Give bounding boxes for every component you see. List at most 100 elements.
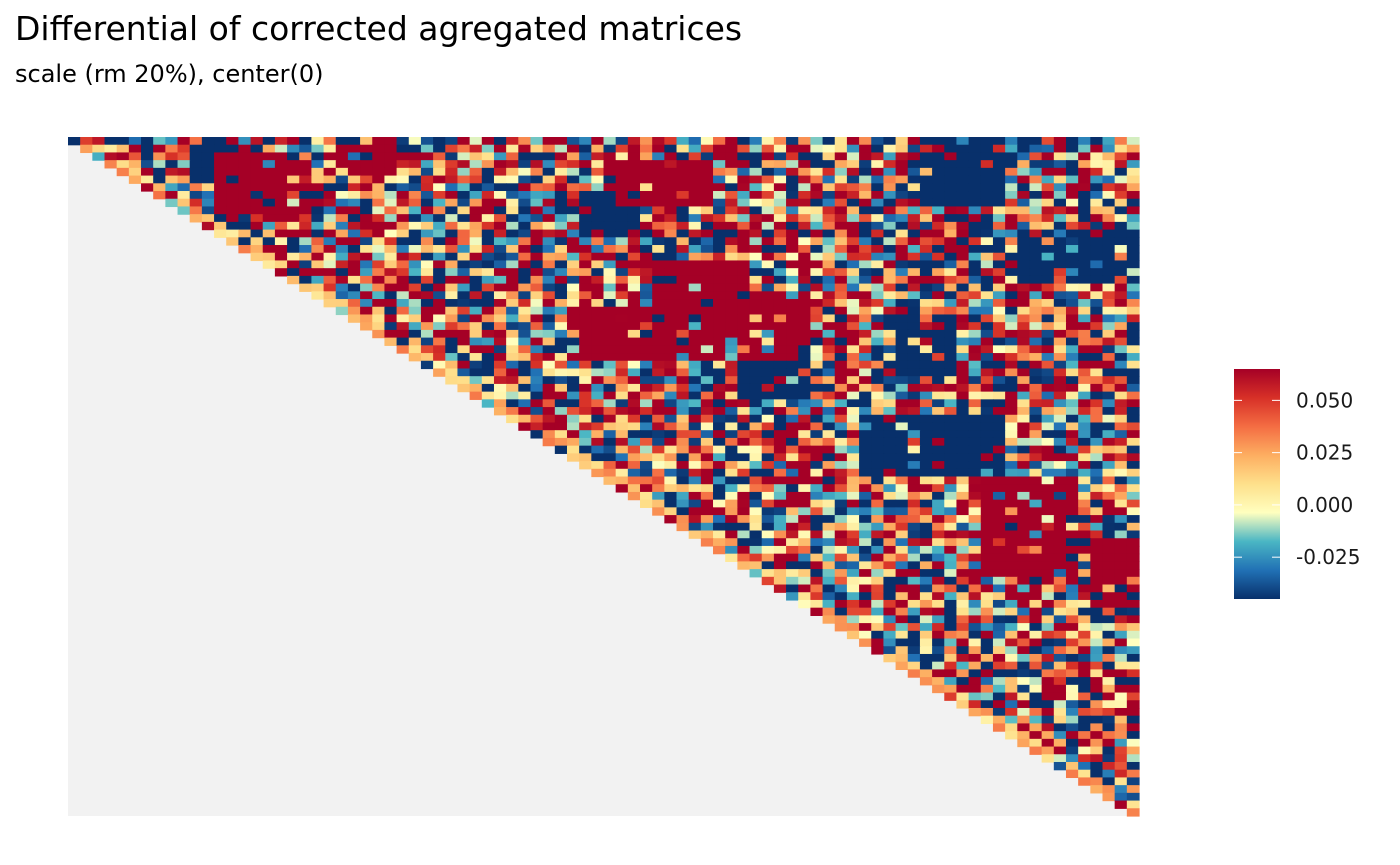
heatmap-cell	[360, 260, 373, 269]
heatmap-cell	[201, 175, 215, 184]
heatmap-cell	[299, 191, 313, 200]
heatmap-cell	[895, 569, 909, 578]
heatmap-cell	[1126, 692, 1140, 701]
heatmap-cell	[1102, 785, 1116, 794]
heatmap-cell	[846, 499, 860, 508]
heatmap-cell	[469, 191, 483, 200]
heatmap-cell	[238, 160, 252, 169]
heatmap-cell	[1078, 592, 1091, 601]
heatmap-cell	[384, 268, 398, 277]
heatmap-cell	[640, 437, 653, 447]
heatmap-cell	[347, 214, 361, 223]
heatmap-cell	[932, 368, 945, 377]
heatmap-cell	[493, 275, 507, 285]
heatmap-cell	[725, 545, 738, 555]
heatmap-cell	[1090, 576, 1104, 586]
heatmap-cell	[652, 507, 665, 516]
heatmap-cell	[591, 268, 605, 277]
heatmap-cell	[1078, 283, 1091, 292]
heatmap-cell	[1065, 661, 1079, 670]
heatmap-cell	[615, 314, 629, 323]
heatmap-cell	[603, 314, 617, 323]
heatmap-cell	[725, 499, 738, 508]
heatmap-cell	[1041, 399, 1055, 408]
heatmap-cell	[238, 245, 252, 254]
heatmap-cell	[1005, 669, 1018, 678]
heatmap-cell	[810, 507, 824, 516]
heatmap-cell	[834, 391, 848, 400]
heatmap-cell	[420, 275, 434, 285]
heatmap-cell	[323, 198, 337, 208]
heatmap-cell	[226, 214, 239, 223]
heatmap-cell	[688, 268, 702, 277]
heatmap-cell	[737, 291, 751, 300]
heatmap-cell	[615, 291, 629, 300]
heatmap-cell	[749, 368, 763, 377]
heatmap-cell	[664, 484, 678, 493]
heatmap-cell	[80, 137, 93, 146]
heatmap-cell	[1126, 137, 1140, 146]
heatmap-cell	[956, 476, 970, 485]
heatmap-cell	[554, 183, 568, 192]
heatmap-cell	[859, 268, 872, 277]
heatmap-cell	[956, 252, 970, 262]
heatmap-cell	[871, 584, 885, 593]
heatmap-cell	[968, 646, 982, 655]
heatmap-cell	[907, 337, 921, 346]
heatmap-cell	[956, 630, 970, 640]
heatmap-cell	[274, 160, 288, 169]
heatmap-cell	[165, 152, 179, 161]
heatmap-cell	[530, 160, 544, 169]
heatmap-cell	[932, 484, 945, 493]
heatmap-cell	[1114, 684, 1128, 694]
heatmap-cell	[287, 206, 300, 215]
heatmap-cell	[846, 383, 860, 393]
heatmap-cell	[518, 152, 532, 161]
heatmap-cell	[420, 360, 434, 370]
heatmap-cell	[1029, 206, 1043, 215]
heatmap-cell	[810, 414, 824, 424]
heatmap-cell	[834, 461, 848, 470]
heatmap-cell	[640, 407, 653, 416]
heatmap-cell	[834, 599, 848, 609]
heatmap-cell	[676, 167, 690, 177]
heatmap-cell	[591, 214, 605, 223]
heatmap-cell	[773, 491, 787, 501]
heatmap-cell	[360, 198, 373, 208]
heatmap-cell	[481, 275, 495, 285]
heatmap-cell	[347, 245, 361, 254]
heatmap-cell	[810, 545, 824, 555]
heatmap-cell	[335, 206, 349, 215]
heatmap-cell	[177, 152, 191, 161]
heatmap-cell	[919, 569, 933, 578]
heatmap-cell	[1126, 553, 1140, 562]
heatmap-cell	[725, 515, 738, 524]
heatmap-cell	[372, 299, 386, 308]
heatmap-cell	[846, 175, 860, 184]
heatmap-cell	[566, 137, 580, 146]
heatmap-cell	[1114, 391, 1128, 400]
heatmap-cell	[919, 561, 933, 570]
heatmap-cell	[1102, 414, 1116, 424]
heatmap-cell	[627, 437, 641, 447]
heatmap-cell	[859, 630, 872, 640]
heatmap-cell	[1053, 507, 1067, 516]
heatmap-cell	[1005, 661, 1018, 670]
heatmap-cell	[664, 245, 678, 254]
heatmap-cell	[360, 268, 373, 277]
heatmap-cell	[1078, 407, 1091, 416]
heatmap-cell	[810, 453, 824, 462]
heatmap-cell	[700, 183, 714, 192]
heatmap-cell	[688, 476, 702, 485]
heatmap-cell	[810, 383, 824, 393]
heatmap-cell	[846, 561, 860, 570]
heatmap-cell	[566, 322, 580, 331]
heatmap-cell	[153, 191, 166, 200]
heatmap-cell	[737, 198, 751, 208]
heatmap-cell	[287, 229, 300, 238]
heatmap-cell	[1065, 592, 1079, 601]
heatmap-cell	[773, 561, 787, 570]
heatmap-cell	[1126, 183, 1140, 192]
heatmap-cell	[749, 229, 763, 238]
heatmap-cell	[652, 214, 665, 223]
